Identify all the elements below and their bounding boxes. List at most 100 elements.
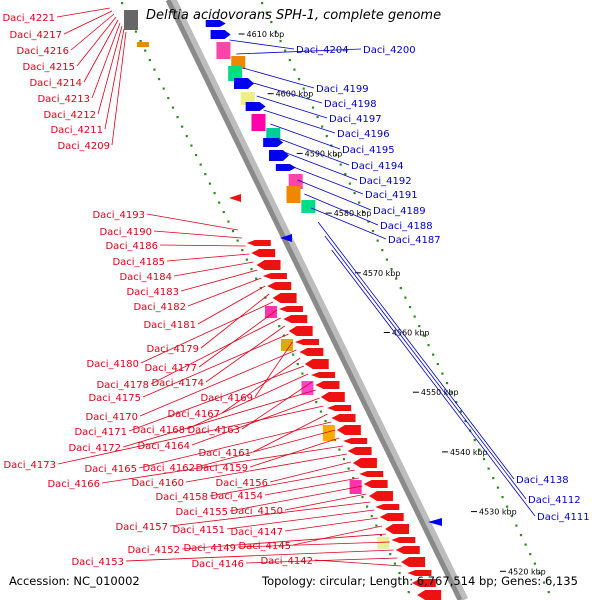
outer-dot <box>371 230 375 233</box>
inner-dot <box>255 277 258 280</box>
gene-connector-line <box>311 207 387 240</box>
outer-dot <box>293 68 296 71</box>
inner-dot <box>338 448 341 451</box>
forward-gene-block <box>228 66 243 81</box>
gene-connector-line <box>229 485 363 512</box>
inner-dot <box>352 477 355 480</box>
gene-label: Daci_4145 <box>238 541 291 552</box>
inner-dot <box>194 154 198 157</box>
gene-label: Daci_4172 <box>68 443 121 454</box>
outer-dot <box>501 496 504 499</box>
gene-connector-line <box>241 381 313 430</box>
inner-dot <box>120 2 124 5</box>
gene-connector-line <box>191 397 320 446</box>
forward-gene-arrow <box>269 150 290 161</box>
gene-connector-line <box>229 39 295 50</box>
gene-connector-line <box>140 301 274 364</box>
gene-connector-line <box>256 95 328 119</box>
backbone-shadow <box>167 0 469 600</box>
outer-dot <box>284 49 287 52</box>
gene-label: Daci_4157 <box>115 522 168 533</box>
gene-connector-line <box>331 249 536 517</box>
outer-dot <box>288 59 291 62</box>
reverse-gene-arrow <box>304 359 329 369</box>
gene-connector-line <box>249 81 323 104</box>
inner-dot <box>398 572 401 575</box>
gene-connector-line <box>70 13 115 51</box>
inner-dot <box>185 135 188 138</box>
gene-connector-line <box>226 509 375 530</box>
gene-connector-line <box>139 349 297 417</box>
inner-dot <box>361 496 364 499</box>
inner-dot <box>204 173 207 176</box>
outer-dot <box>344 173 347 176</box>
reverse-gene-block <box>137 42 149 47</box>
outer-dot <box>279 40 282 43</box>
gene-connector-line <box>181 533 386 550</box>
outer-dot <box>450 391 453 394</box>
gene-connector-line <box>209 469 355 497</box>
outer-dot <box>325 135 328 138</box>
backbone-layer <box>165 0 469 600</box>
inner-dot <box>213 192 216 195</box>
gene-label: Daci_4153 <box>71 557 124 568</box>
gene-label: Daci_4181 <box>143 320 196 331</box>
reverse-gene-arrow <box>288 326 313 336</box>
gene-label: Daci_4160 <box>131 478 184 489</box>
gene-label: Daci_4168 <box>132 425 185 436</box>
gene-label: Daci_4188 <box>380 221 433 232</box>
gene-connector-line <box>57 405 324 465</box>
gene-label: Daci_4169 <box>200 393 253 404</box>
reverse-gene-arrow <box>417 590 442 600</box>
reverse-gene-arrow <box>320 392 345 402</box>
outer-dot <box>478 448 481 451</box>
outer-dot <box>399 287 402 290</box>
gene-connector-line <box>125 549 394 562</box>
reverse-gene-arrow <box>246 240 271 246</box>
outer-dot <box>260 2 264 5</box>
inner-dot <box>227 220 230 223</box>
gene-connector-line <box>242 67 315 89</box>
outer-dot <box>321 125 324 128</box>
forward-gene-arrow <box>245 102 266 111</box>
inner-dot <box>393 562 396 565</box>
gene-label: Daci_4185 <box>112 257 165 268</box>
outer-dot <box>339 163 342 166</box>
outer-dot <box>422 334 426 337</box>
outer-dot <box>311 106 315 109</box>
gene-label: Daci_4221 <box>2 13 55 24</box>
forward-gene-arrow <box>263 138 284 147</box>
gene-connector-line <box>186 373 309 430</box>
gene-label: Daci_4138 <box>516 475 569 486</box>
outer-dot <box>543 581 546 584</box>
inner-dot <box>208 182 212 185</box>
outer-dot <box>432 353 435 356</box>
gene-connector-line <box>277 137 350 166</box>
gene-connector-line <box>180 269 258 292</box>
gene-label: Daci_4161 <box>198 448 251 459</box>
reverse-gene-arrow <box>363 480 388 488</box>
gene-connector-line <box>200 293 270 349</box>
reverse-gene-arrow <box>391 537 416 543</box>
gene-label: Daci_4149 <box>183 543 236 554</box>
outer-dot <box>436 363 439 366</box>
gene-label: Daci_4200 <box>363 45 416 56</box>
gene-label: Daci_4164 <box>137 441 190 452</box>
gene-label: Daci_4178 <box>96 380 149 391</box>
inner-dot <box>176 116 179 119</box>
gene-connector-line <box>83 19 119 83</box>
gene-label: Daci_4162 <box>142 463 195 474</box>
reverse-gene-arrow <box>327 405 352 411</box>
gene-connector-line <box>205 325 285 383</box>
gene-label: Daci_4192 <box>359 176 412 187</box>
gene-connector-line <box>101 445 344 484</box>
outer-dot <box>307 97 310 100</box>
tick-label: 4600 kbp <box>276 90 314 99</box>
gene-label: Daci_4213 <box>37 94 90 105</box>
inner-dot <box>162 87 165 90</box>
reverse-gene-arrow <box>272 293 297 303</box>
outer-dot <box>464 420 467 423</box>
forward-gene-arrow <box>205 20 226 27</box>
outer-dot <box>459 410 462 413</box>
gene-label: Daci_4217 <box>9 30 62 41</box>
